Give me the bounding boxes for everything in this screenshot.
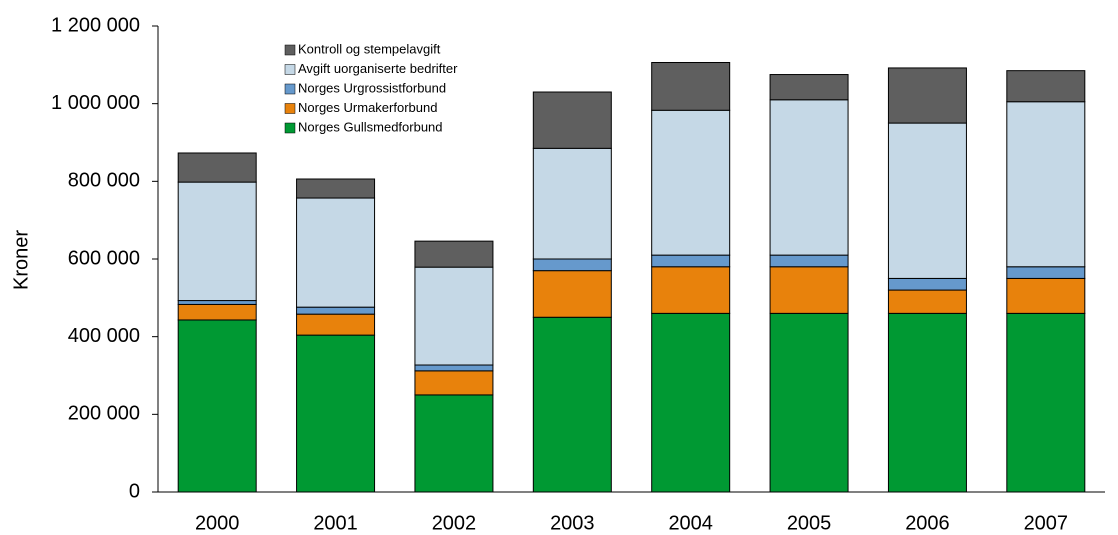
- legend-swatch: [284, 103, 296, 114]
- legend-swatch: [284, 64, 296, 75]
- legend-label: Avgift uorganiserte bedrifter: [298, 61, 458, 76]
- x-tick-label: 2000: [195, 512, 240, 534]
- bar-segment: [769, 74, 849, 101]
- bar-segment: [651, 312, 731, 493]
- bar-segment: [532, 316, 612, 493]
- bar-segment: [177, 181, 257, 302]
- bar-segment: [769, 254, 849, 268]
- legend-label: Norges Urgrossistforbund: [298, 80, 446, 95]
- legend-label: Norges Urmakerforbund: [298, 100, 437, 115]
- bar-segment: [1006, 277, 1086, 314]
- legend-swatch: [284, 83, 296, 95]
- bar-segment: [532, 270, 612, 318]
- y-tick-label: 400 000: [68, 325, 140, 347]
- bar-segment: [651, 62, 731, 111]
- x-tick-label: 2004: [668, 512, 713, 534]
- x-tick-label: 2007: [1024, 512, 1069, 534]
- bar-segment: [651, 109, 731, 256]
- x-tick-label: 2003: [550, 512, 595, 534]
- x-tick-label: 2006: [905, 512, 950, 534]
- bar-segment: [769, 266, 849, 314]
- bar-segment: [296, 178, 376, 199]
- bar-segment: [1006, 70, 1086, 103]
- bar-segment: [769, 99, 849, 256]
- bar-segment: [414, 394, 494, 493]
- bar-segment: [177, 300, 257, 305]
- y-tick-label: 600 000: [68, 247, 140, 269]
- legend-swatch: [284, 44, 296, 56]
- bar-segment: [651, 266, 731, 314]
- bar-segment: [296, 197, 376, 308]
- bar-segment: [296, 306, 376, 315]
- bar-segment: [414, 364, 494, 372]
- bar-segment: [177, 319, 257, 493]
- bar-segment: [887, 277, 967, 291]
- bar-segment: [296, 334, 376, 493]
- bar-segment: [651, 254, 731, 268]
- bar-segment: [414, 266, 494, 366]
- bar-segment: [414, 240, 494, 268]
- bar-segment: [532, 258, 612, 272]
- y-tick-label: 200 000: [68, 403, 140, 425]
- y-axis-label: Kroner: [10, 230, 32, 290]
- bar-segment: [414, 370, 494, 396]
- x-tick-label: 2002: [432, 512, 477, 534]
- y-tick-label: 1 000 000: [51, 92, 140, 114]
- legend-swatch: [284, 122, 296, 134]
- bar-segment: [532, 91, 612, 149]
- bar-segment: [887, 67, 967, 124]
- x-tick-label: 2001: [313, 512, 358, 534]
- legend-label: Norges Gullsmedforbund: [298, 119, 443, 134]
- y-tick-label: 800 000: [68, 170, 140, 192]
- y-tick-label: 0: [129, 480, 140, 502]
- bar-segment: [1006, 312, 1086, 493]
- bar-segment: [1006, 101, 1086, 268]
- legend-label: Kontroll og stempelavgift: [298, 41, 441, 56]
- bar-segment: [296, 313, 376, 336]
- bar-segment: [532, 147, 612, 260]
- bar-segment: [769, 312, 849, 493]
- bar-segment: [887, 312, 967, 493]
- x-tick-label: 2005: [787, 512, 832, 534]
- bar-segment: [1006, 266, 1086, 279]
- bar-segment: [177, 303, 257, 321]
- bar-segment: [887, 289, 967, 314]
- y-tick-label: 1 200 000: [51, 14, 140, 36]
- bar-segment: [177, 152, 257, 183]
- bar-segment: [887, 122, 967, 279]
